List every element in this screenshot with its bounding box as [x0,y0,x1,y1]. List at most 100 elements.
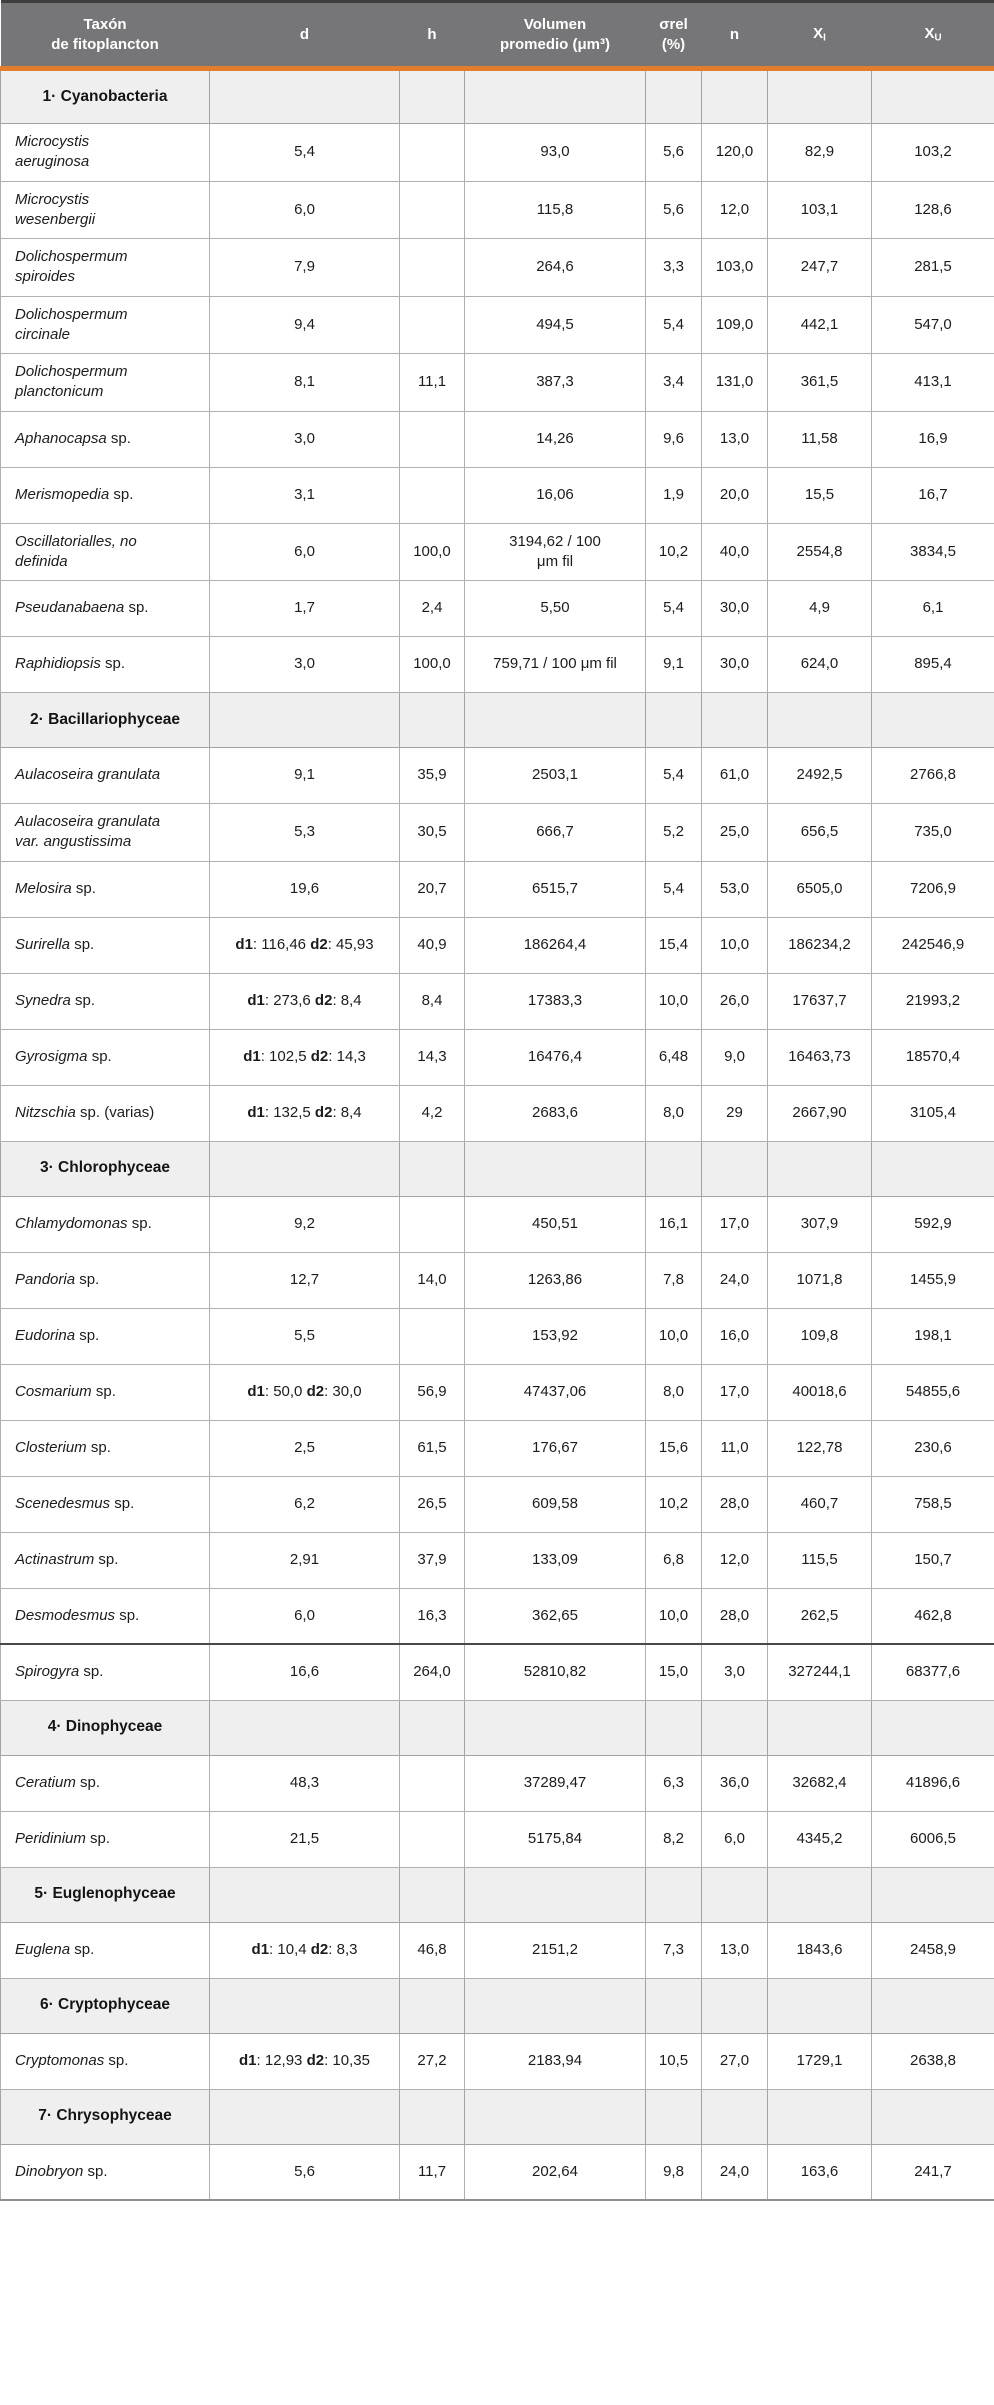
cell-d: 9,2 [209,1195,400,1253]
taxon-row: Pandoria sp. 12,7 14,0 1263,86 7,8 24,0 1071,8… [0,1251,994,1309]
cell-volumen: 264,6 [464,238,646,297]
cell-d: 1,7 [209,580,400,637]
cell-d: 5,3 [209,803,400,862]
cell-h: 4,2 [399,1084,465,1142]
cell-volumen: 115,8 [464,180,646,239]
taxon-row: Microcystis wesenbergii 6,0 115,8 5,6 12,0 10… [0,180,994,239]
cell-d: 21,5 [209,1810,400,1868]
cell-sigma: 6,3 [645,1754,702,1812]
section-empty-cell [645,692,702,748]
section-empty-cell [767,1977,872,2034]
cell-xu: 2458,9 [871,1921,994,1979]
cell-sigma: 6,48 [645,1028,702,1086]
cell-xu: 547,0 [871,295,994,354]
cell-h [399,180,465,239]
cell-xi: 17637,7 [767,972,872,1030]
cell-xu: 16,9 [871,410,994,468]
section-empty-cell [645,68,702,124]
cell-d: 8,1 [209,353,400,412]
section-empty-cell [464,2088,646,2145]
cell-volumen: 2503,1 [464,747,646,804]
section-row: 3· Chlorophyceae [0,1140,994,1197]
cell-volumen: 450,51 [464,1195,646,1253]
table-body: 1· Cyanobacteria Microcystis aeruginosa 5,… [0,68,994,2201]
cell-d: 16,6 [209,1643,400,1701]
cell-volumen: 14,26 [464,410,646,468]
taxon-row: Aulacoseira granulata 9,1 35,9 2503,1 5,4 61,… [0,747,994,804]
cell-xi: 1071,8 [767,1251,872,1309]
cell-h: 27,2 [399,2032,465,2090]
cell-d: d1: 273,6 d2: 8,4 [209,972,400,1030]
cell-xi: 1843,6 [767,1921,872,1979]
cell-xi: 624,0 [767,636,872,693]
section-empty-cell [399,1699,465,1756]
section-empty-cell [767,1866,872,1923]
taxon-row: Synedra sp. d1: 273,6 d2: 8,4 8,4 17383,3 10… [0,972,994,1030]
cell-xu: 7206,9 [871,860,994,918]
cell-volumen: 5175,84 [464,1810,646,1868]
cell-volumen: 93,0 [464,123,646,182]
section-empty-cell [645,1866,702,1923]
cell-h: 16,3 [399,1587,465,1645]
section-empty-cell [209,2088,400,2145]
section-empty-cell [701,1977,768,2034]
taxon-name: Raphidiopsis sp. [0,636,210,693]
cell-h [399,466,465,524]
cell-d: d1: 10,4 d2: 8,3 [209,1921,400,1979]
cell-n: 25,0 [701,803,768,862]
taxon-name: Scenedesmus sp. [0,1475,210,1533]
taxon-row: Closterium sp. 2,5 61,5 176,67 15,6 11,0 122,7… [0,1419,994,1477]
section-empty-cell [645,2088,702,2145]
section-label: 7· Chrysophyceae [0,2088,210,2145]
phytoplankton-volume-table: Taxón de fitoplancton d h Volumen promedio … [0,0,994,2201]
cell-xu: 462,8 [871,1587,994,1645]
taxon-row: Melosira sp. 19,6 20,7 6515,7 5,4 53,0 6505,0 7… [0,860,994,918]
cell-xi: 2554,8 [767,522,872,581]
cell-xi: 307,9 [767,1195,872,1253]
section-empty-cell [767,1140,872,1197]
cell-n: 109,0 [701,295,768,354]
taxon-name: Dolichospermum spiroides [0,238,210,297]
section-empty-cell [399,1977,465,2034]
section-empty-cell [871,1866,994,1923]
cell-sigma: 10,0 [645,1307,702,1365]
taxon-row: Gyrosigma sp. d1: 102,5 d2: 14,3 14,3 16476… [0,1028,994,1086]
taxon-name: Aulacoseira granulata var. angustissima [0,803,210,862]
section-empty-cell [767,692,872,748]
cell-volumen: 6515,7 [464,860,646,918]
section-label: 2· Bacillariophyceae [0,692,210,748]
cell-h: 264,0 [399,1643,465,1701]
taxon-name: Desmodesmus sp. [0,1587,210,1645]
cell-n: 40,0 [701,522,768,581]
column-header-taxon: Taxón de fitoplancton [0,0,210,71]
cell-n: 131,0 [701,353,768,412]
cell-volumen: 609,58 [464,1475,646,1533]
taxon-name: Aulacoseira granulata [0,747,210,804]
cell-xi: 4345,2 [767,1810,872,1868]
cell-xi: 2667,90 [767,1084,872,1142]
cell-d: d1: 116,46 d2: 45,93 [209,916,400,974]
cell-d: 5,6 [209,2143,400,2201]
section-empty-cell [871,692,994,748]
taxon-row: Raphidiopsis sp. 3,0 100,0 759,71 / 100 μm … [0,636,994,693]
taxon-row: Aphanocapsa sp. 3,0 14,26 9,6 13,0 11,58 16,9 [0,410,994,468]
cell-h [399,1754,465,1812]
section-label: 3· Chlorophyceae [0,1140,210,1197]
section-empty-cell [464,1140,646,1197]
cell-h: 40,9 [399,916,465,974]
section-row: 7· Chrysophyceae [0,2088,994,2145]
taxon-name: Cosmarium sp. [0,1363,210,1421]
section-empty-cell [767,2088,872,2145]
section-empty-cell [399,1866,465,1923]
taxon-row: Microcystis aeruginosa 5,4 93,0 5,6 120,0 82,… [0,123,994,182]
cell-xi: 103,1 [767,180,872,239]
section-empty-cell [209,1699,400,1756]
cell-sigma: 10,2 [645,522,702,581]
cell-n: 9,0 [701,1028,768,1086]
section-empty-cell [464,692,646,748]
taxon-name: Pseudanabaena sp. [0,580,210,637]
cell-h: 11,1 [399,353,465,412]
section-empty-cell [464,1977,646,2034]
column-header-h: h [399,0,465,71]
cell-h: 100,0 [399,636,465,693]
